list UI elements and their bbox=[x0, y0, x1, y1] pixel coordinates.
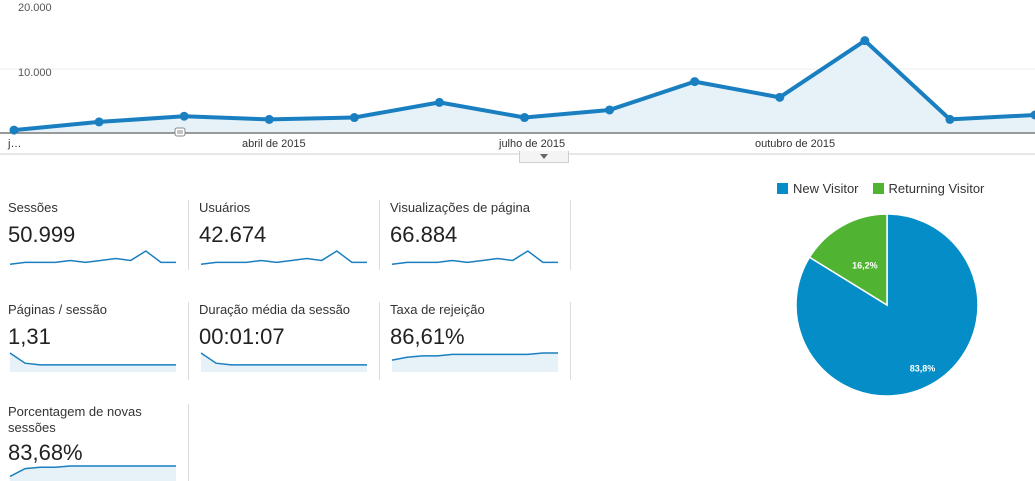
metric-value: 42.674 bbox=[199, 222, 267, 247]
sparkline-path bbox=[391, 352, 558, 361]
metric-label: Usuários bbox=[199, 200, 251, 215]
annotation-marker-icon bbox=[174, 127, 186, 137]
legend-item-returning-visitor[interactable]: Returning Visitor bbox=[872, 181, 985, 196]
divider bbox=[188, 302, 189, 380]
sparkline-area bbox=[201, 353, 367, 372]
divider bbox=[188, 404, 189, 481]
data-point bbox=[434, 97, 444, 107]
x-tick-label: j… bbox=[8, 138, 22, 150]
sparkline-path bbox=[9, 250, 176, 265]
legend-label: Returning Visitor bbox=[888, 181, 985, 196]
data-point bbox=[605, 105, 615, 115]
data-point bbox=[860, 36, 870, 46]
metric-label: Taxa de rejeição bbox=[390, 302, 485, 317]
sparkline-area bbox=[392, 353, 558, 372]
metric-avg-session-duration[interactable]: Duração média da sessão 00:01:07 bbox=[191, 302, 380, 382]
sparkline-area bbox=[10, 466, 176, 481]
divider bbox=[379, 200, 380, 270]
sparkline-path bbox=[9, 352, 176, 366]
metric-users[interactable]: Usuários 42.674 bbox=[191, 200, 380, 280]
x-tick-label: julho de 2015 bbox=[499, 138, 566, 150]
metric-value: 66.884 bbox=[390, 222, 458, 247]
metric-label: Porcentagem de novas sessões bbox=[8, 404, 142, 435]
legend-item-new-visitor[interactable]: New Visitor bbox=[777, 181, 859, 196]
y-tick-label: 20.000 bbox=[18, 2, 52, 14]
area-fill bbox=[14, 40, 1035, 132]
caret-down-icon bbox=[540, 154, 548, 159]
sessions-chart-svg bbox=[0, 36, 1035, 155]
sparkline bbox=[9, 465, 176, 481]
metric-pageviews[interactable]: Visualizações de página 66.884 bbox=[382, 200, 571, 280]
data-point bbox=[179, 111, 189, 121]
sparkline-path bbox=[200, 250, 367, 265]
data-point bbox=[690, 77, 700, 87]
metric-value: 86,61% bbox=[390, 324, 465, 349]
metric-new-sessions-pct[interactable]: Porcentagem de novas sessões 83,68% bbox=[0, 404, 189, 481]
expand-chart-button[interactable] bbox=[519, 151, 569, 163]
sparkline-path bbox=[391, 250, 558, 265]
metric-sessions[interactable]: Sessões 50.999 bbox=[0, 200, 189, 280]
sparkline bbox=[200, 352, 367, 372]
sessions-over-time-chart: 20.000 10.000 j… abril de 2015 julho de … bbox=[0, 0, 1035, 165]
data-point bbox=[945, 114, 955, 124]
sparkline-path bbox=[9, 465, 176, 478]
metric-label: Páginas / sessão bbox=[8, 302, 108, 317]
data-point bbox=[264, 114, 274, 124]
legend-swatch bbox=[777, 183, 788, 194]
sparkline bbox=[9, 352, 176, 372]
sparkline-path bbox=[200, 352, 367, 366]
pie-slice-label: 83,8% bbox=[910, 364, 936, 374]
divider bbox=[188, 200, 189, 270]
x-tick-label: abril de 2015 bbox=[242, 138, 306, 150]
metric-bounce-rate[interactable]: Taxa de rejeição 86,61% bbox=[382, 302, 571, 382]
metric-label: Duração média da sessão bbox=[199, 302, 351, 317]
metric-value: 83,68% bbox=[8, 440, 83, 465]
metric-value: 00:01:07 bbox=[199, 324, 285, 349]
pie-slice-returning-visitor bbox=[808, 213, 888, 307]
divider bbox=[379, 302, 380, 380]
y-tick-label: 10.000 bbox=[18, 67, 52, 79]
sparkline bbox=[391, 250, 558, 265]
data-point bbox=[1030, 110, 1035, 120]
data-point bbox=[94, 117, 104, 127]
visitor-type-pie-chart: 83,8% 16,2% bbox=[795, 213, 979, 397]
divider bbox=[570, 302, 571, 380]
data-point bbox=[349, 113, 359, 123]
legend-swatch bbox=[872, 183, 884, 194]
divider bbox=[570, 200, 571, 270]
sparkline bbox=[200, 250, 367, 265]
data-point bbox=[775, 92, 785, 102]
data-point bbox=[520, 113, 529, 123]
metric-pages-per-session[interactable]: Páginas / sessão 1,31 bbox=[0, 302, 189, 382]
pie-legend: New Visitor Returning Visitor bbox=[777, 181, 984, 196]
metric-value: 1,31 bbox=[8, 324, 51, 349]
metric-value: 50.999 bbox=[8, 222, 76, 247]
sparkline-area bbox=[10, 353, 176, 372]
metric-label: Sessões bbox=[8, 200, 58, 215]
metric-label: Visualizações de página bbox=[390, 200, 530, 215]
data-point bbox=[9, 125, 19, 135]
legend-label: New Visitor bbox=[793, 181, 859, 196]
x-tick-label: outubro de 2015 bbox=[755, 138, 836, 150]
pie-slice-label: 16,2% bbox=[852, 260, 878, 270]
sparkline bbox=[391, 352, 558, 372]
sparkline bbox=[9, 250, 176, 265]
